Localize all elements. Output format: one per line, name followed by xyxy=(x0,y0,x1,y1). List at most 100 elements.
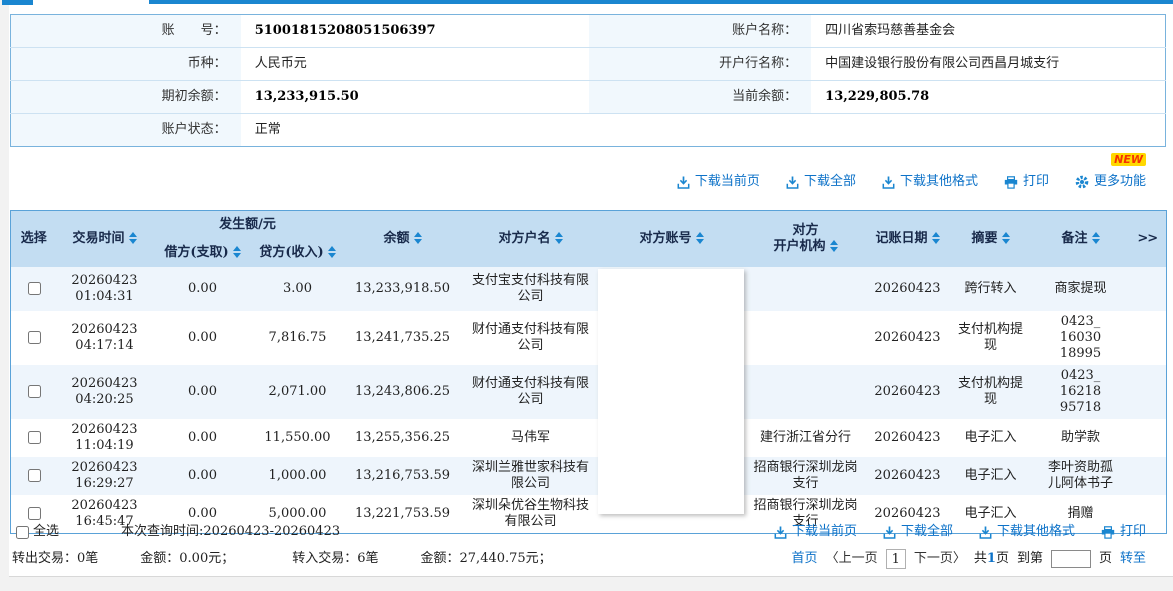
download-current-page-button[interactable]: 下载当前页 xyxy=(677,174,760,190)
row-checkbox[interactable] xyxy=(28,330,42,344)
account-name-label: 账户名称： xyxy=(588,14,812,48)
sort-icon[interactable] xyxy=(1001,232,1010,245)
download-other-format-button[interactable]: 下载其他格式 xyxy=(882,174,978,190)
row-checkbox[interactable] xyxy=(28,281,42,295)
print-button[interactable]: 打印 xyxy=(1101,524,1146,540)
transaction-time: 20260423 11:04:19 xyxy=(71,421,138,453)
pagination-first[interactable]: 首页 xyxy=(791,551,818,566)
sort-icon[interactable] xyxy=(829,240,838,253)
counterparty-name: 财付通支付科技有限公司 xyxy=(471,321,589,353)
transaction-time: 20260423 16:29:27 xyxy=(71,459,138,491)
remark: 助学款 xyxy=(1060,429,1100,445)
pagination-prev[interactable]: 〈上一页 xyxy=(825,551,878,566)
column-header-counterparty-account: 对方账号 xyxy=(598,210,745,267)
counterparty-bank: 招商银行深圳龙岗支行 xyxy=(753,459,858,491)
debit-amount: 0.00 xyxy=(188,429,217,445)
download-icon xyxy=(677,176,690,189)
sort-icon[interactable] xyxy=(128,232,137,245)
account-info-row: 期初余额： 13,233,915.50 当前余额： 13,229,805.78 xyxy=(10,80,1166,114)
debit-amount: 0.00 xyxy=(188,329,217,345)
column-header-select: 选择 xyxy=(10,210,57,267)
counterparty-bank xyxy=(745,311,867,365)
balance: 13,243,806.25 xyxy=(354,383,451,399)
goto-button[interactable]: 转至 xyxy=(1119,551,1146,566)
sort-icon[interactable] xyxy=(931,232,940,245)
query-time-text: 本次查询时间:20260423-20260423 xyxy=(121,524,341,539)
transaction-row: 20260423 04:17:14 0.00 7,816.75 13,241,7… xyxy=(11,311,1167,365)
goto-page-input[interactable] xyxy=(1050,550,1091,568)
pagination: 首页 〈上一页 1 下一页〉 共1页 到第 页 转至 xyxy=(792,549,1166,569)
counterparty-bank xyxy=(745,365,867,419)
account-status-value: 正常 xyxy=(240,113,589,147)
account-info-row: 币种： 人民币元 开户行名称： 中国建设银行股份有限公司西昌月城支行 xyxy=(10,47,1166,81)
remark: 李叶资助孤 儿阿体书子 xyxy=(1047,459,1113,491)
printer-icon xyxy=(1004,175,1018,189)
download-current-page-button[interactable]: 下载当前页 xyxy=(774,524,857,540)
transaction-time: 20260423 04:20:25 xyxy=(71,375,138,407)
sort-icon[interactable] xyxy=(232,246,241,258)
row-checkbox[interactable] xyxy=(28,506,42,520)
more-functions-button[interactable]: 更多功能 xyxy=(1075,174,1146,190)
credit-amount: 2,071.00 xyxy=(268,383,327,399)
debit-amount: 0.00 xyxy=(188,383,217,399)
summary: 电子汇入 xyxy=(964,505,1017,521)
row-expand-cell xyxy=(1129,419,1167,457)
select-all-checkbox[interactable] xyxy=(16,525,29,539)
remark: 0423_ 16030 18995 xyxy=(1059,313,1102,361)
pagination-next[interactable]: 下一页〉 xyxy=(913,551,966,566)
row-checkbox[interactable] xyxy=(28,384,42,398)
download-icon xyxy=(883,526,896,539)
remark: 商家提现 xyxy=(1054,280,1107,296)
debit-amount: 0.00 xyxy=(188,505,217,521)
download-all-button[interactable]: 下载全部 xyxy=(786,174,856,190)
download-all-button[interactable]: 下载全部 xyxy=(883,524,953,540)
column-header-time: 交易时间 xyxy=(56,210,153,267)
transaction-time: 20260423 01:04:31 xyxy=(71,272,138,304)
goto-label: 到第 xyxy=(1016,551,1043,566)
balance: 13,255,356.25 xyxy=(354,429,451,445)
bank-branch-value: 中国建设银行股份有限公司西昌月城支行 xyxy=(811,47,1166,81)
sort-icon[interactable] xyxy=(554,232,563,245)
row-checkbox[interactable] xyxy=(28,468,42,482)
transaction-time: 20260423 04:17:14 xyxy=(71,321,138,353)
column-header-counterparty: 对方户名 xyxy=(462,210,599,267)
download-other-format-button[interactable]: 下载其他格式 xyxy=(979,524,1075,540)
sort-icon[interactable] xyxy=(695,232,704,245)
transaction-row: 20260423 16:29:27 0.00 1,000.00 13,216,7… xyxy=(10,456,1167,495)
row-checkbox[interactable] xyxy=(28,430,42,444)
counterparty-bank: 招商银行深圳龙岗支行 xyxy=(753,497,858,529)
empty-cell xyxy=(588,113,812,147)
transaction-row: 20260423 11:04:19 0.00 11,550.00 13,255,… xyxy=(11,419,1167,457)
column-header-credit: 贷方(收入) xyxy=(252,238,343,267)
account-name-value: 四川省索玛慈善基金会 xyxy=(825,23,956,38)
empty-cell xyxy=(811,113,1166,147)
row-expand-cell xyxy=(1129,311,1167,365)
row-expand-cell xyxy=(1129,365,1167,419)
remark: 0423_ 16218 95718 xyxy=(1059,367,1102,415)
counterparty-name: 深圳朵优谷生物科技有限公司 xyxy=(471,497,589,529)
incoming-amount: 金额：27,440.75元； xyxy=(420,551,552,566)
print-button[interactable]: 打印 xyxy=(1004,174,1049,190)
account-number-value: 51001815208051506397 xyxy=(254,23,436,38)
stats-row: 转出交易：0笔 金额：0.00元； 转入交易：6笔 金额：27,440.75元；… xyxy=(10,549,1166,569)
current-balance-label: 当前余额： xyxy=(588,80,812,114)
book-date: 20260423 xyxy=(874,280,941,296)
sort-icon[interactable] xyxy=(1091,232,1100,245)
counterparty-bank xyxy=(745,267,867,311)
outgoing-amount: 金额：0.00元； xyxy=(140,551,235,566)
book-date: 20260423 xyxy=(874,505,941,521)
download-icon xyxy=(882,176,895,189)
debit-amount: 0.00 xyxy=(188,467,217,483)
balance: 13,233,918.50 xyxy=(354,280,451,296)
opening-balance-value: 13,233,915.50 xyxy=(240,80,589,114)
remark: 捐赠 xyxy=(1067,505,1094,521)
sort-icon[interactable] xyxy=(327,246,336,258)
book-date: 20260423 xyxy=(874,329,941,345)
summary: 跨行转入 xyxy=(964,280,1017,296)
sort-icon[interactable] xyxy=(413,232,422,245)
counterparty-name: 马伟军 xyxy=(510,429,550,445)
printer-icon xyxy=(1101,525,1115,539)
counterparty-name: 支付宝支付科技有限公司 xyxy=(471,272,589,304)
expand-columns-button[interactable]: >> xyxy=(1128,210,1167,267)
column-header-balance: 余额 xyxy=(342,210,463,267)
